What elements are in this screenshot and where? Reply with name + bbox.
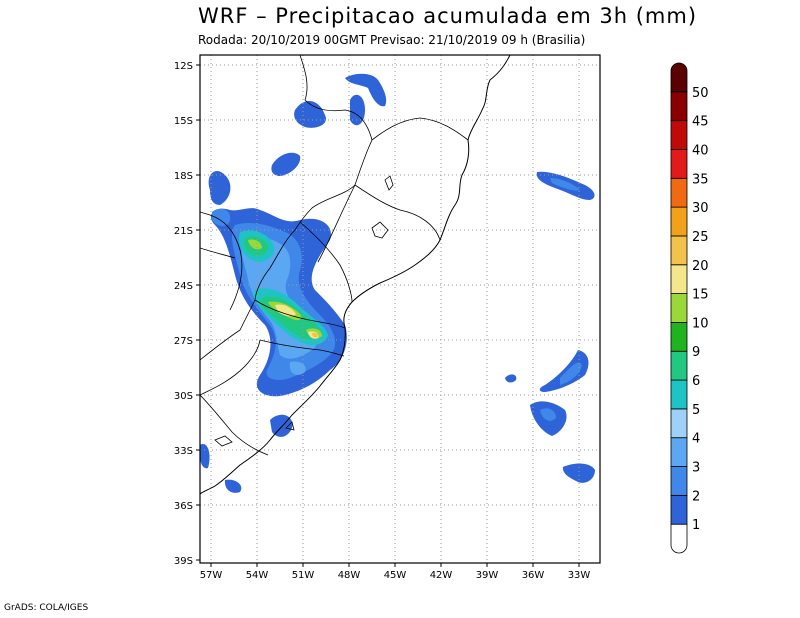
colorbar-label: 3 — [692, 461, 700, 476]
colorbar-label: 4 — [692, 432, 700, 447]
lat-tick-36s: 36S — [174, 501, 193, 512]
colorbar-swatch — [670, 437, 688, 467]
colorbar-swatch — [670, 149, 688, 179]
colorbar-swatch — [670, 322, 688, 352]
lon-tick-39w: 39W — [476, 570, 499, 581]
lat-tick-labels: 12S 15S 18S 21S 24S 27S 30S 33S 36S 39S — [174, 61, 193, 567]
lon-tick-42w: 42W — [430, 570, 453, 581]
colorbar-swatch — [670, 206, 688, 237]
colorbar-label: 15 — [692, 288, 709, 303]
colorbar-swatch — [670, 523, 688, 554]
lon-tick-45w: 45W — [384, 570, 407, 581]
precip-level-20 — [312, 332, 318, 338]
precip-field — [200, 73, 595, 493]
lon-tick-33w: 33W — [568, 570, 591, 581]
lon-tick-57w: 57W — [200, 570, 223, 581]
colorbar-label: 30 — [692, 201, 709, 216]
colorbar-label: 5 — [692, 403, 700, 418]
colorbar-swatch — [670, 494, 688, 525]
tick-marks — [196, 64, 580, 567]
plot-frame — [199, 54, 601, 564]
colorbar-swatch — [670, 350, 688, 381]
colorbar-label: 10 — [692, 316, 709, 331]
colorbar-swatch — [670, 91, 688, 122]
colorbar-label: 45 — [692, 115, 709, 130]
lakes — [214, 175, 394, 447]
lat-tick-33s: 33S — [174, 446, 193, 457]
state-borders — [200, 55, 469, 456]
lon-tick-54w: 54W — [246, 570, 269, 581]
map-title: WRF – Precipitacao acumulada em 3h (mm) — [198, 4, 698, 28]
colorbar-swatch — [670, 264, 688, 294]
colorbar-label: 25 — [692, 230, 709, 245]
colorbar-swatch — [670, 408, 688, 439]
lat-tick-15s: 15S — [174, 116, 193, 127]
lat-tick-12s: 12S — [174, 61, 193, 72]
colorbar-label: 20 — [692, 259, 709, 274]
colorbar-swatch — [670, 177, 688, 208]
colorbar-label: 35 — [692, 172, 709, 187]
lat-tick-18s: 18S — [174, 171, 193, 182]
colorbar-swatch — [670, 466, 688, 496]
colorbar-swatch — [670, 235, 688, 266]
lon-tick-36w: 36W — [522, 570, 545, 581]
colorbar-swatch — [670, 379, 688, 410]
map-subtitle: Rodada: 20/10/2019 00GMT Previsao: 21/10… — [198, 33, 586, 47]
lon-tick-51w: 51W — [292, 570, 315, 581]
lat-tick-30s: 30S — [174, 391, 193, 402]
lat-tick-27s: 27S — [174, 336, 193, 347]
colorbar-swatch — [670, 293, 688, 323]
colorbar-label: 6 — [692, 374, 700, 389]
colorbar-swatch — [670, 62, 688, 93]
colorbar-label: 50 — [692, 86, 709, 101]
lon-tick-48w: 48W — [338, 570, 361, 581]
coastline — [200, 55, 511, 495]
graticule — [200, 55, 600, 563]
lat-tick-24s: 24S — [174, 281, 193, 292]
lon-tick-labels: 57W 54W 51W 48W 45W 42W 39W 36W 33W — [200, 570, 591, 581]
colorbar-label: 1 — [692, 518, 700, 533]
lat-tick-21s: 21S — [174, 226, 193, 237]
colorbar-swatch — [670, 120, 688, 150]
colorbar-label: 40 — [692, 143, 709, 158]
lat-tick-39s: 39S — [174, 556, 193, 567]
colorbar-label: 2 — [692, 489, 700, 504]
credit-footer: GrADS: COLA/IGES — [4, 603, 89, 613]
colorbar-label: 9 — [692, 345, 700, 360]
